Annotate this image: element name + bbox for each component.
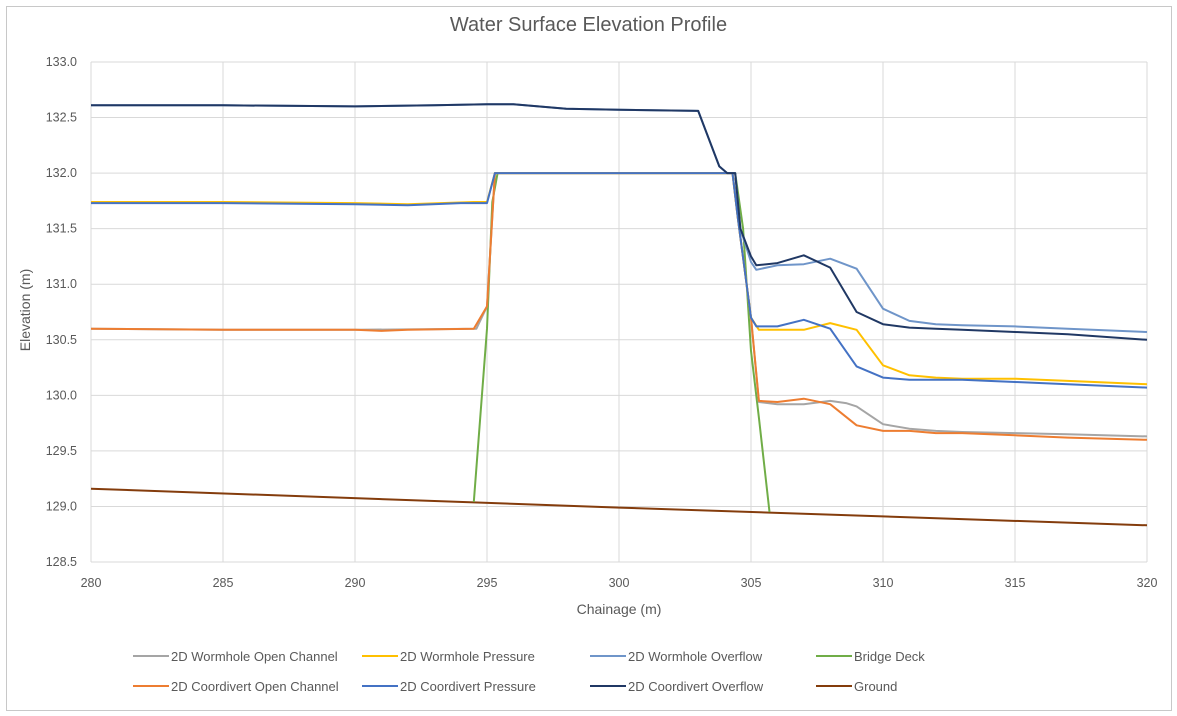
y-tick-label: 129.5 [46,444,77,458]
x-tick-label: 285 [213,576,234,590]
legend-label-2d-wormhole-overflow: 2D Wormhole Overflow [628,649,763,664]
x-tick-label: 320 [1137,576,1158,590]
y-tick-label: 132.5 [46,111,77,125]
y-tick-label: 129.0 [46,499,77,513]
chart-title: Water Surface Elevation Profile [449,14,728,36]
y-tick-label: 131.0 [46,277,77,291]
legend-label-ground: Ground [854,679,897,694]
series-line-2d-coordivert-overflow [91,103,1148,341]
legend-label-2d-wormhole-pressure: 2D Wormhole Pressure [400,649,535,664]
x-tick-label: 305 [741,576,762,590]
y-tick-label: 128.5 [46,555,77,569]
series-line-ground [90,487,1148,527]
y-tick-label: 130.0 [46,388,77,402]
y-tick-label: 131.5 [46,222,77,236]
y-tick-label: 133.0 [46,55,77,69]
x-tick-labels: 280 285 290 295 300 305 310 315 320 [81,576,1158,590]
series-lines [90,103,1148,527]
x-tick-label: 300 [609,576,630,590]
legend-label-bridge-deck: Bridge Deck [854,649,925,664]
legend-label-2d-coordivert-pressure: 2D Coordivert Pressure [400,679,536,694]
chart-frame [6,6,1172,711]
x-tick-label: 290 [345,576,366,590]
y-tick-labels: 128.5 129.0 129.5 130.0 130.5 131.0 131.5 132.0… [46,55,77,569]
legend-label-2d-coordivert-open-channel: 2D Coordivert Open Channel [171,679,339,694]
x-tick-label: 315 [1005,576,1026,590]
series-line-bridge-deck [472,172,771,513]
x-axis-label: Chainage (m) [577,601,662,617]
series-line-2d-coordivert-pressure [91,172,1148,389]
legend-label-2d-wormhole-open-channel: 2D Wormhole Open Channel [171,649,338,664]
y-tick-label: 130.5 [46,333,77,347]
x-tick-label: 310 [873,576,894,590]
gridlines [90,61,1148,563]
legend-label-2d-coordivert-overflow: 2D Coordivert Overflow [628,679,764,694]
y-axis-label: Elevation (m) [17,269,33,351]
x-tick-label: 295 [477,576,498,590]
series-line-2d-coordivert-open-channel [90,172,1148,441]
y-tick-label: 132.0 [46,166,77,180]
legend: 2D Wormhole Open Channel 2D Wormhole Pres… [133,649,925,694]
x-tick-label: 280 [81,576,102,590]
